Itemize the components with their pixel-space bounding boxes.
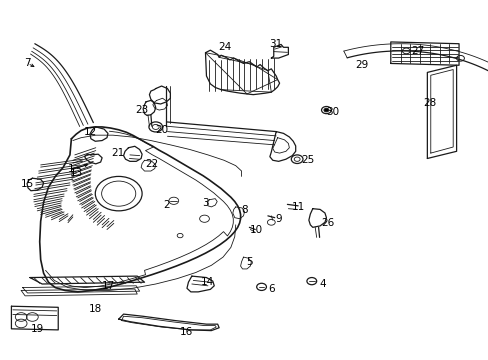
Text: 14: 14 [201, 277, 214, 287]
Text: 6: 6 [267, 284, 274, 294]
Text: 29: 29 [354, 60, 367, 70]
Text: 22: 22 [145, 159, 158, 169]
Text: 8: 8 [241, 206, 247, 216]
Text: 1: 1 [68, 164, 75, 174]
Text: 15: 15 [21, 179, 34, 189]
Text: 3: 3 [202, 198, 208, 208]
Text: 18: 18 [89, 304, 102, 314]
Text: 27: 27 [410, 46, 424, 56]
Text: 5: 5 [245, 257, 252, 267]
Text: 28: 28 [422, 98, 435, 108]
Text: 25: 25 [301, 155, 314, 165]
Text: 4: 4 [319, 279, 325, 289]
Text: 26: 26 [320, 218, 333, 228]
Text: 2: 2 [163, 200, 169, 210]
Text: 31: 31 [269, 39, 282, 49]
Circle shape [95, 176, 142, 211]
Text: 24: 24 [218, 42, 231, 52]
Text: 20: 20 [155, 125, 168, 135]
Text: 10: 10 [250, 225, 263, 235]
Circle shape [199, 215, 209, 222]
Text: 21: 21 [111, 148, 124, 158]
Text: 30: 30 [325, 107, 338, 117]
Text: 9: 9 [275, 215, 282, 224]
Text: 11: 11 [291, 202, 304, 212]
Text: 17: 17 [101, 281, 114, 291]
Text: 19: 19 [31, 324, 44, 334]
Text: 7: 7 [24, 58, 31, 68]
Text: 16: 16 [179, 327, 192, 337]
Circle shape [324, 108, 328, 112]
Text: 13: 13 [69, 168, 83, 178]
Text: 23: 23 [135, 105, 148, 115]
Text: 12: 12 [84, 127, 97, 136]
